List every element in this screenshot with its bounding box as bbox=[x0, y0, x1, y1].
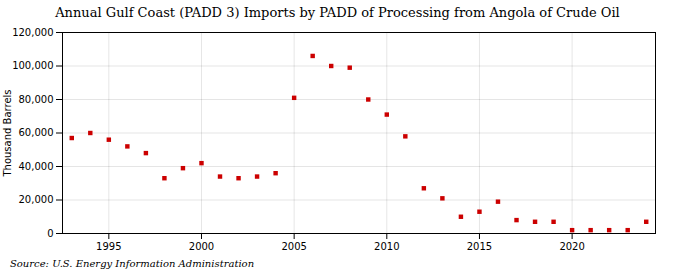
svg-text:2010: 2010 bbox=[374, 241, 399, 252]
svg-text:Thousand Barrels: Thousand Barrels bbox=[2, 89, 13, 177]
svg-text:2020: 2020 bbox=[559, 241, 584, 252]
svg-text:60,000: 60,000 bbox=[19, 127, 54, 138]
svg-text:0: 0 bbox=[47, 228, 53, 239]
svg-text:2015: 2015 bbox=[467, 241, 492, 252]
svg-text:120,000: 120,000 bbox=[12, 27, 53, 38]
svg-text:1995: 1995 bbox=[96, 241, 121, 252]
html-text:Annual Gulf Coast (PADD 3) Imp: Annual Gulf Coast (PADD 3) Imports by PA… bbox=[55, 5, 620, 20]
svg-text:40,000: 40,000 bbox=[19, 161, 54, 172]
svg-text:20,000: 20,000 bbox=[19, 194, 54, 205]
svg-text:2000: 2000 bbox=[189, 241, 214, 252]
html-text:Source: U.S. Energy Informatio: Source: U.S. Energy Information Administ… bbox=[10, 258, 255, 269]
svg-text:80,000: 80,000 bbox=[19, 94, 54, 105]
svg-text:2005: 2005 bbox=[281, 241, 306, 252]
svg-text:100,000: 100,000 bbox=[12, 60, 53, 71]
